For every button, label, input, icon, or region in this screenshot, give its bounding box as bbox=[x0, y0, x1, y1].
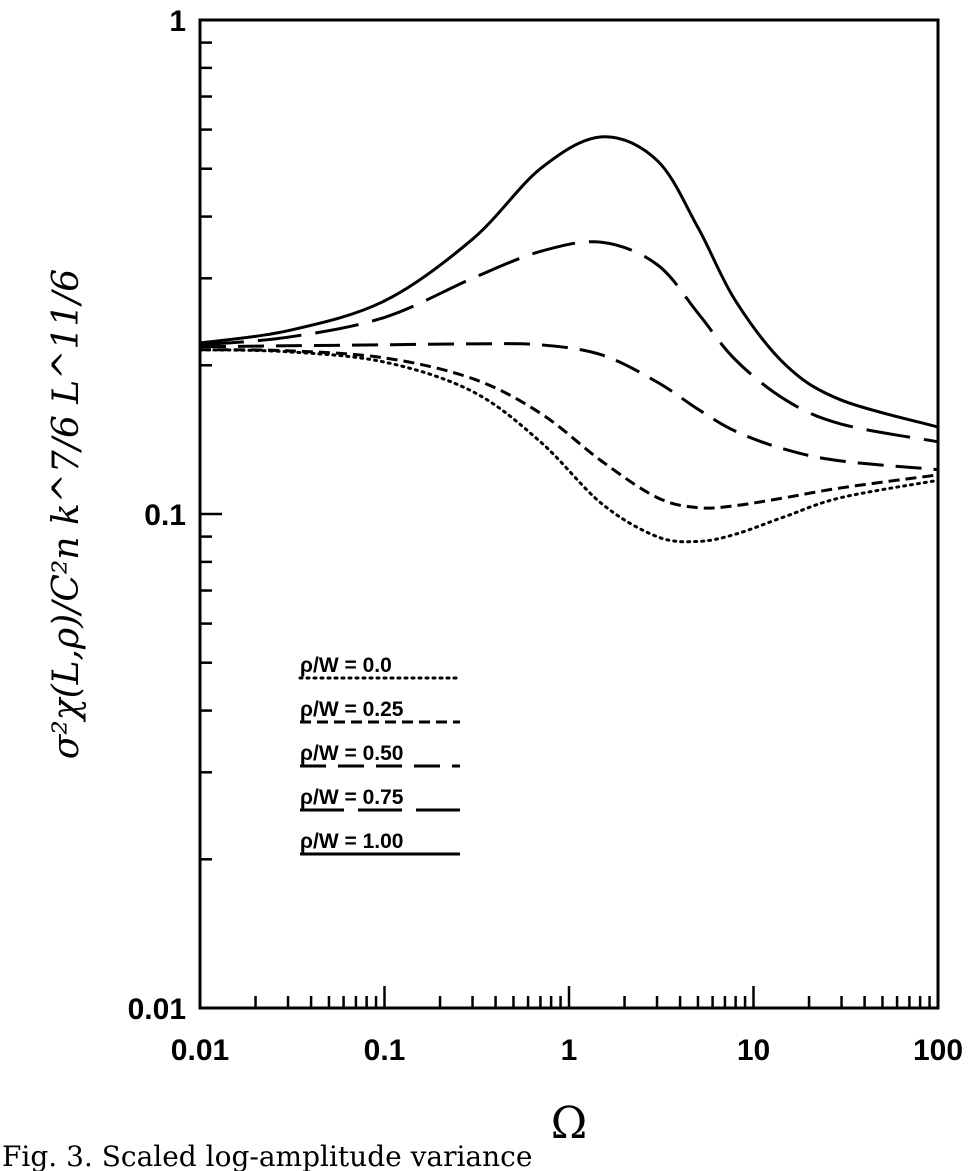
x-tick-label: 0.01 bbox=[171, 1034, 229, 1067]
y-tick-label: 0.01 bbox=[128, 993, 186, 1026]
legend-label-2: ρ/W = 0.25 bbox=[300, 698, 404, 721]
legend-label-5: ρ/W = 1.00 bbox=[300, 830, 403, 853]
x-tick-label: 0.1 bbox=[364, 1034, 406, 1067]
x-axis-label: Ω bbox=[551, 1098, 587, 1149]
y-tick-label: 1 bbox=[169, 5, 186, 38]
legend-label-3: ρ/W = 0.50 bbox=[300, 742, 403, 765]
series-line-4 bbox=[199, 240, 939, 444]
plot-frame bbox=[198, 18, 940, 1010]
x-tick-label: 1 bbox=[561, 1034, 578, 1067]
legend-label-4: ρ/W = 0.75 bbox=[300, 786, 404, 809]
series-line-5 bbox=[199, 135, 939, 429]
legend-label-1: ρ/W = 0.0 bbox=[300, 654, 392, 677]
series-line-1 bbox=[198, 348, 940, 544]
series-line-3 bbox=[199, 342, 939, 472]
legend: ρ/W = 0.0 ρ/W = 0.25 ρ/W = 0.50 ρ/W = 0.75 ρ… bbox=[298, 654, 462, 856]
y-axis-label: σ²χ(L,ρ)/C²n k^7/6 L^11/6 bbox=[46, 269, 87, 759]
series-layer bbox=[198, 135, 940, 544]
x-tick-label: 100 bbox=[913, 1034, 963, 1067]
x-tick-label: 10 bbox=[737, 1034, 770, 1067]
plot-axes: 0.01 0.1 1 10 100 0.01 0.1 1 bbox=[128, 5, 963, 1067]
figure-caption: Fig. 3. Scaled log-amplitude variance bbox=[2, 1140, 532, 1171]
y-tick-label: 0.1 bbox=[144, 499, 186, 532]
series-line-2 bbox=[199, 348, 939, 510]
